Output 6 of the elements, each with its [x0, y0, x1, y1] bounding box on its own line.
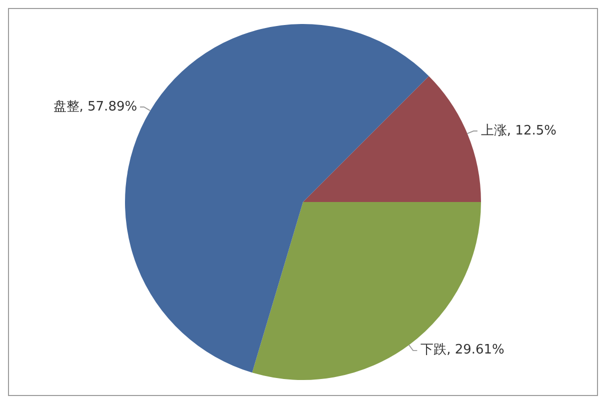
slice-label: 下跌 [420, 342, 447, 358]
slice-label: 盘整 [53, 100, 80, 115]
data-label: , 57.89% [79, 100, 138, 115]
data-label: , 29.61% [446, 342, 504, 358]
slice-label: 上涨 [480, 124, 507, 139]
data-label: , 12.5% [506, 124, 556, 139]
